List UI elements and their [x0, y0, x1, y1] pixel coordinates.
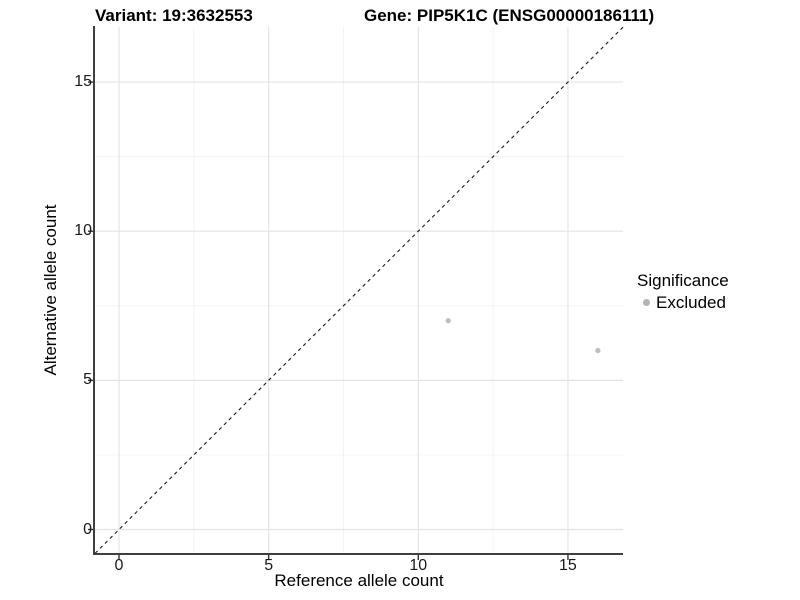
x-tick-label: 15 — [559, 557, 577, 574]
x-tick-label: 5 — [264, 557, 274, 574]
x-tick-label: 10 — [409, 557, 428, 574]
legend-item-label: Excluded — [656, 293, 726, 312]
x-tick-label: 0 — [114, 557, 124, 574]
y-tick-label: 15 — [74, 73, 92, 91]
plot-canvas — [88, 26, 624, 560]
y-tick-label: 0 — [83, 520, 92, 538]
data-point — [445, 318, 451, 324]
y-tick-label: 5 — [83, 371, 92, 389]
plot-title-gene: Gene: PIP5K1C (ENSG00000186111) — [364, 6, 655, 25]
plot-title-variant: Variant: 19:3632553 — [95, 6, 253, 25]
legend-item-excluded: Excluded — [637, 293, 729, 312]
legend: Significance Excluded — [637, 271, 729, 312]
x-axis-title: Reference allele count — [274, 571, 444, 590]
y-tick-label: 10 — [74, 222, 92, 240]
y-axis-title: Alternative allele count — [41, 204, 60, 376]
identity-dashed-line — [94, 26, 624, 554]
plot-panel — [88, 26, 624, 560]
legend-title: Significance — [637, 271, 729, 290]
legend-point-icon — [643, 299, 650, 306]
data-point — [595, 347, 601, 354]
